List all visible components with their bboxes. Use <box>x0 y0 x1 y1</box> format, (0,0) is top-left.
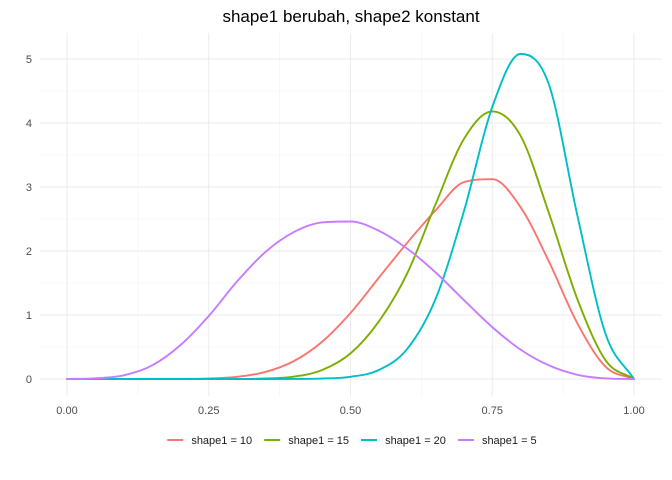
series-line-shape1-20 <box>66 52 635 380</box>
legend-item-shape1-5: shape1 = 5 <box>457 435 537 447</box>
x-axis: 0.00 0.25 0.50 0.75 1.00 <box>56 405 644 417</box>
x-tick-label: 0.50 <box>340 405 361 417</box>
y-tick-label: 2 <box>26 246 32 258</box>
y-tick-label: 0 <box>26 374 32 386</box>
plot-series <box>66 52 635 380</box>
chart-title: shape1 berubah, shape2 konstant <box>222 7 479 26</box>
x-tick-label: 0.00 <box>56 405 77 417</box>
y-tick-label: 3 <box>26 182 32 194</box>
y-tick-label: 1 <box>26 310 32 322</box>
legend-item-shape1-10: shape1 = 10 <box>167 435 252 447</box>
legend-label-shape1-15: shape1 = 15 <box>288 435 349 447</box>
legend-label-shape1-20: shape1 = 20 <box>385 435 446 447</box>
y-axis: 0 1 2 3 4 5 <box>26 54 32 386</box>
legend-label-shape1-5: shape1 = 5 <box>482 435 537 447</box>
legend-item-shape1-15: shape1 = 15 <box>264 435 349 447</box>
x-tick-label: 0.75 <box>482 405 503 417</box>
legend-label-shape1-10: shape1 = 10 <box>191 435 252 447</box>
y-tick-label: 4 <box>26 118 32 130</box>
legend-item-shape1-20: shape1 = 20 <box>361 435 446 447</box>
x-tick-label: 0.25 <box>198 405 219 417</box>
grid-lines <box>40 33 662 396</box>
y-tick-label: 5 <box>26 54 32 66</box>
legend: shape1 = 10 shape1 = 15 shape1 = 20 shape1 … <box>167 435 537 447</box>
series-line-shape1-5 <box>66 220 635 380</box>
x-tick-label: 1.00 <box>623 405 644 417</box>
